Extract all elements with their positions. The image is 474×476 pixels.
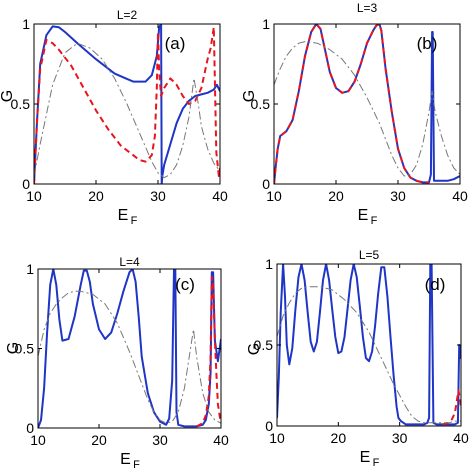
y-tick-label: 0 bbox=[265, 418, 273, 434]
chart-panel-c: 10 20 30 40 0 0.5 1 L=4 (c) E F G bbox=[5, 255, 229, 471]
series-line-dashed bbox=[34, 26, 220, 184]
y-axis-label: G bbox=[0, 90, 16, 102]
x-axis-label: E bbox=[360, 449, 371, 466]
y-axis-label: G bbox=[5, 342, 22, 354]
y-axis-label: G bbox=[246, 343, 263, 355]
series-line-solid bbox=[274, 24, 460, 184]
series-line-dashed bbox=[442, 389, 461, 426]
series-line-dashdot bbox=[34, 42, 220, 179]
series-line-dashed bbox=[196, 276, 221, 428]
x-axis-label-subscript: F bbox=[131, 215, 138, 227]
chart-panel-d: 10 20 30 40 0 0.5 1 L=5 (d) E F G bbox=[246, 248, 469, 469]
panel-label: (d) bbox=[425, 275, 446, 294]
y-tick-label: 0.5 bbox=[251, 96, 271, 112]
panel-label: (a) bbox=[165, 34, 186, 53]
x-tick-label: 30 bbox=[390, 188, 406, 204]
series-line-dashdot bbox=[38, 290, 221, 424]
x-tick-label: 30 bbox=[152, 432, 168, 448]
x-tick-label: 20 bbox=[331, 430, 347, 446]
x-axis-label: E bbox=[358, 207, 369, 224]
y-tick-label: 1 bbox=[262, 16, 270, 32]
series-line-solid bbox=[38, 269, 221, 428]
x-axis-label-subscript: F bbox=[373, 457, 380, 469]
panel-title: L=4 bbox=[119, 255, 140, 269]
series-line-solid bbox=[34, 24, 220, 184]
panel-title: L=2 bbox=[117, 8, 138, 22]
x-tick-label: 10 bbox=[266, 188, 282, 204]
y-tick-label: 1 bbox=[265, 256, 273, 272]
x-tick-label: 40 bbox=[213, 432, 229, 448]
x-tick-label: 20 bbox=[88, 188, 104, 204]
x-tick-label: 20 bbox=[328, 188, 344, 204]
panel-title: L=3 bbox=[357, 1, 378, 15]
y-tick-label: 0.5 bbox=[254, 337, 274, 353]
x-tick-label: 40 bbox=[453, 430, 469, 446]
series-line-dashdot bbox=[274, 41, 460, 177]
x-tick-label: 40 bbox=[452, 188, 468, 204]
y-tick-label: 0.5 bbox=[11, 96, 31, 112]
y-tick-label: 0 bbox=[262, 176, 270, 192]
series-line-solid bbox=[277, 264, 461, 426]
y-tick-label: 0.5 bbox=[15, 341, 35, 357]
x-axis-label-subscript: F bbox=[133, 459, 140, 471]
series-line-dashdot bbox=[277, 286, 461, 424]
panel-label: (b) bbox=[417, 34, 438, 53]
x-tick-label: 10 bbox=[26, 188, 42, 204]
y-tick-label: 1 bbox=[22, 16, 30, 32]
chart-panel-b: 10 20 30 40 0 0.5 1 L=3 (b) E F G bbox=[241, 1, 468, 227]
x-tick-label: 20 bbox=[91, 432, 107, 448]
y-tick-label: 0 bbox=[26, 420, 34, 436]
x-tick-label: 30 bbox=[392, 430, 408, 446]
x-tick-label: 30 bbox=[150, 188, 166, 204]
series-line-dashed bbox=[274, 24, 429, 184]
y-tick-label: 0 bbox=[22, 176, 30, 192]
x-tick-label: 10 bbox=[30, 432, 46, 448]
x-tick-label: 10 bbox=[269, 430, 285, 446]
chart-panel-a: 10 20 30 40 0 0.5 1 L=2 (a) E F G bbox=[0, 8, 228, 227]
x-axis-label-subscript: F bbox=[371, 215, 378, 227]
y-axis-label: G bbox=[241, 90, 258, 102]
x-axis-label: E bbox=[118, 207, 129, 224]
x-axis-label: E bbox=[120, 451, 131, 468]
y-tick-label: 1 bbox=[26, 261, 34, 277]
panel-title: L=5 bbox=[359, 248, 380, 262]
x-tick-label: 40 bbox=[212, 188, 228, 204]
panel-label: (c) bbox=[175, 275, 195, 294]
